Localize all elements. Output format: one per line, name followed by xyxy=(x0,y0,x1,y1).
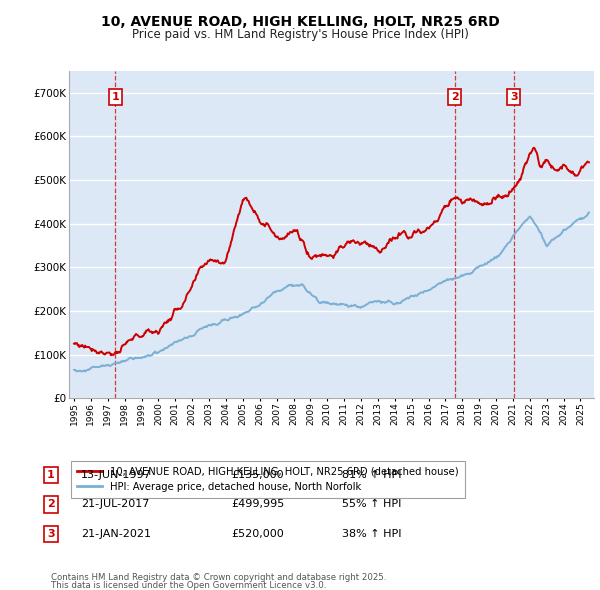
Text: 2: 2 xyxy=(451,92,458,102)
Text: 55% ↑ HPI: 55% ↑ HPI xyxy=(342,500,401,509)
Text: 3: 3 xyxy=(47,529,55,539)
Text: £499,995: £499,995 xyxy=(231,500,284,509)
Text: 2: 2 xyxy=(47,500,55,509)
Text: 10, AVENUE ROAD, HIGH KELLING, HOLT, NR25 6RD: 10, AVENUE ROAD, HIGH KELLING, HOLT, NR2… xyxy=(101,15,499,29)
Text: 21-JUL-2017: 21-JUL-2017 xyxy=(81,500,149,509)
Legend: 10, AVENUE ROAD, HIGH KELLING, HOLT, NR25 6RD (detached house), HPI: Average pri: 10, AVENUE ROAD, HIGH KELLING, HOLT, NR2… xyxy=(71,461,465,497)
Text: 3: 3 xyxy=(510,92,518,102)
Text: 1: 1 xyxy=(47,470,55,480)
Text: £135,000: £135,000 xyxy=(231,470,284,480)
Text: Price paid vs. HM Land Registry's House Price Index (HPI): Price paid vs. HM Land Registry's House … xyxy=(131,28,469,41)
Text: This data is licensed under the Open Government Licence v3.0.: This data is licensed under the Open Gov… xyxy=(51,581,326,590)
Text: 13-JUN-1997: 13-JUN-1997 xyxy=(81,470,152,480)
Text: Contains HM Land Registry data © Crown copyright and database right 2025.: Contains HM Land Registry data © Crown c… xyxy=(51,573,386,582)
Text: 21-JAN-2021: 21-JAN-2021 xyxy=(81,529,151,539)
Text: £520,000: £520,000 xyxy=(231,529,284,539)
Text: 1: 1 xyxy=(112,92,119,102)
Text: 38% ↑ HPI: 38% ↑ HPI xyxy=(342,529,401,539)
Text: 81% ↑ HPI: 81% ↑ HPI xyxy=(342,470,401,480)
